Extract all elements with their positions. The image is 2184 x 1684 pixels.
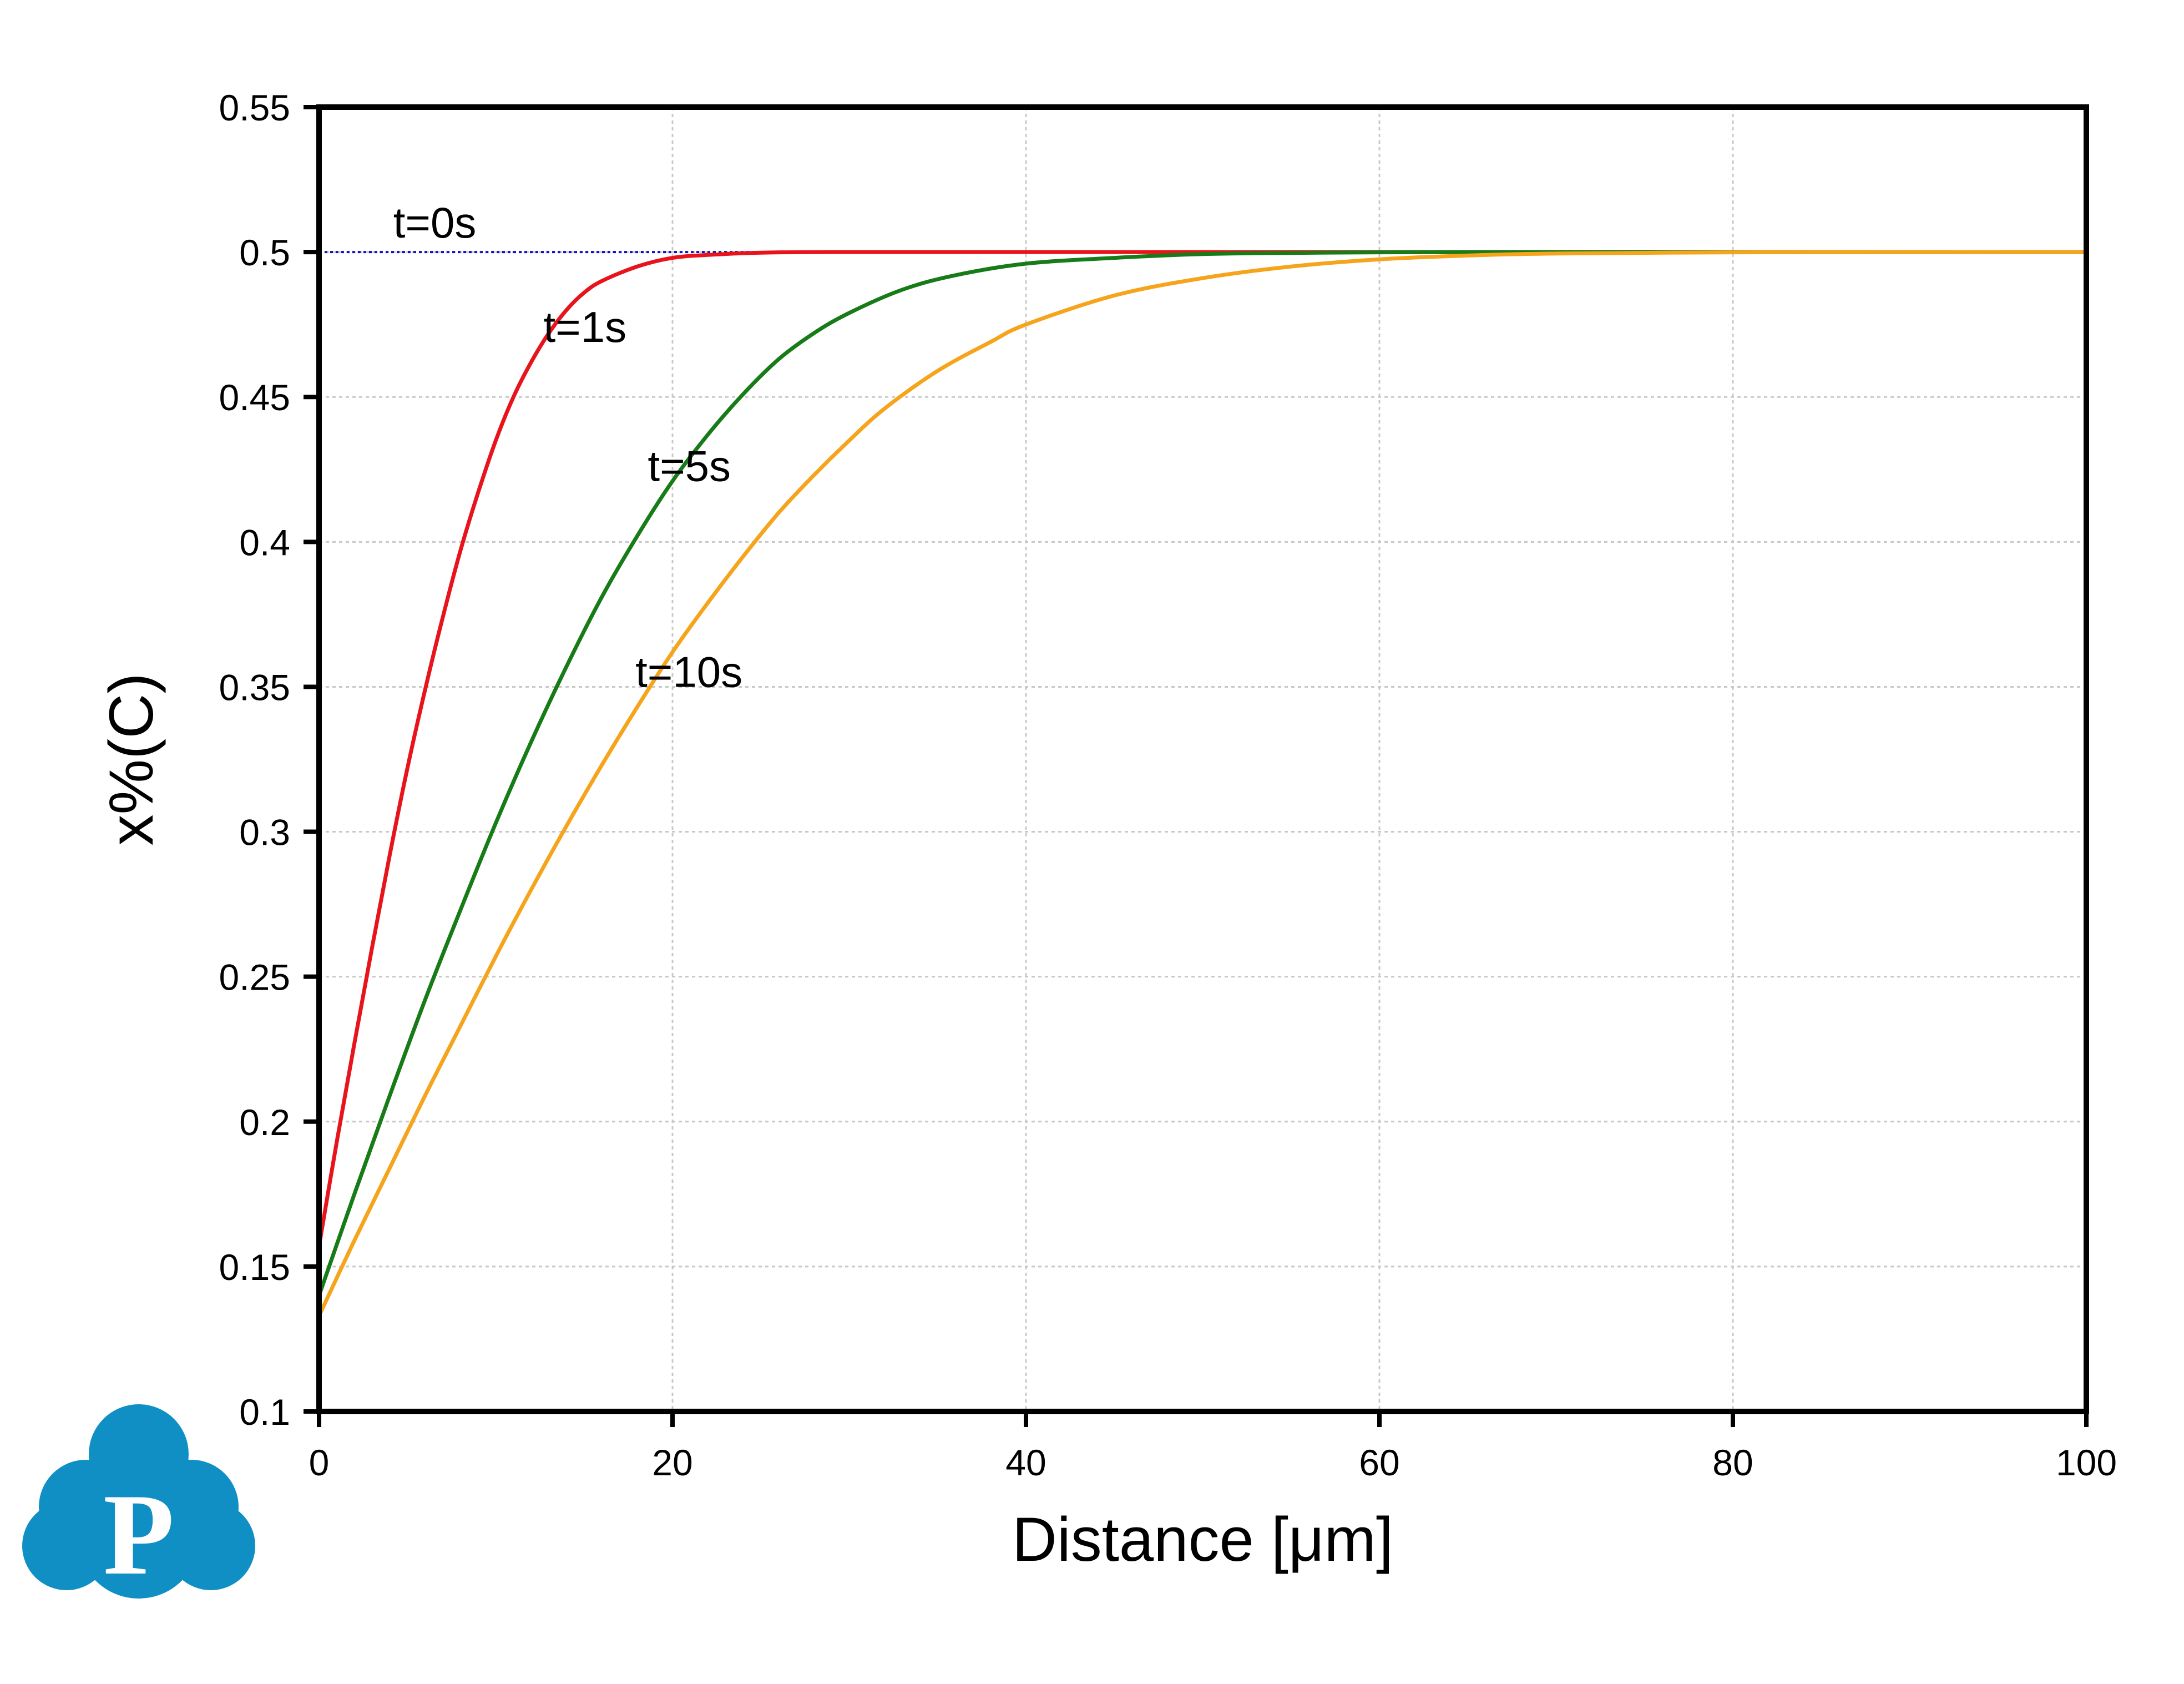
y-tick-label: 0.35	[219, 667, 290, 708]
x-tick-label: 20	[652, 1442, 692, 1483]
y-tick-label: 0.2	[239, 1102, 290, 1143]
brand-logo: P	[22, 1404, 255, 1599]
curve-annotations: t=0s t=1s t=5s t=10s	[393, 198, 742, 696]
curve-label: t=1s	[543, 302, 626, 351]
series-lines	[317, 250, 2087, 1317]
y-tick-label: 0.55	[219, 87, 290, 128]
y-tick-label: 0.5	[239, 232, 290, 273]
y-tick-label: 0.3	[239, 812, 290, 853]
x-tick-label: 0	[309, 1442, 330, 1483]
y-tick-label: 0.1	[239, 1391, 290, 1433]
x-tick-label: 40	[1005, 1442, 1046, 1483]
series-line-t-10s	[317, 250, 2087, 1317]
series-line-t-1s	[317, 250, 2086, 1247]
curve-label: t=10s	[635, 647, 742, 696]
y-tick-label: 0.4	[239, 522, 290, 563]
cloud-logo-icon	[22, 1404, 255, 1599]
y-axis-title: x%(C)	[97, 673, 166, 845]
curve-label: t=0s	[393, 198, 477, 247]
x-tick-label: 80	[1712, 1442, 1753, 1483]
logo-letter: P	[103, 1470, 174, 1599]
x-tick-label: 100	[2056, 1442, 2117, 1483]
y-tick-label: 0.15	[219, 1247, 290, 1288]
curve-label: t=5s	[648, 442, 731, 491]
series-line-t-5s	[317, 250, 2086, 1297]
x-axis-title: Distance [μm]	[1012, 1505, 1393, 1574]
y-tick-label: 0.45	[219, 377, 290, 418]
axis-ticks: 0 20 40 60 80 100 0.1 0.15 0.2 0.25 0.3 0.35 0.4 0.45…	[219, 87, 2117, 1483]
plot-frame	[316, 104, 2089, 1414]
y-tick-label: 0.25	[219, 957, 290, 998]
x-tick-label: 60	[1359, 1442, 1399, 1483]
